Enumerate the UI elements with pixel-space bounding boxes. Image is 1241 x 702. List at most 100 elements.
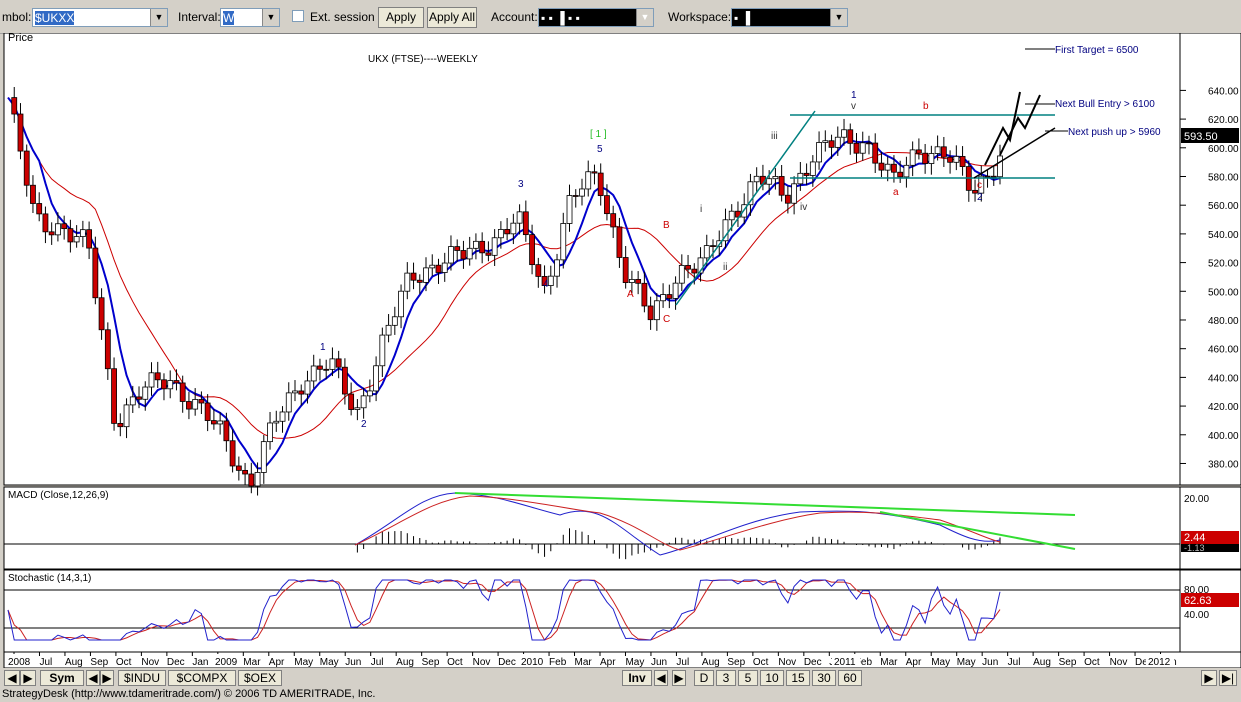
x-tick-label: Dec xyxy=(498,657,516,668)
candles xyxy=(11,87,1003,496)
candle-body xyxy=(435,264,442,273)
wave-label: 4 xyxy=(543,279,549,290)
interval-combo[interactable]: W ▼ xyxy=(220,8,280,27)
chevron-down-icon[interactable]: ▼ xyxy=(830,9,847,26)
workspace-combo[interactable]: ▪ ▐ ▼ xyxy=(731,8,848,27)
candle-body xyxy=(940,146,947,158)
period-60[interactable]: 60 xyxy=(838,670,862,686)
tab-next-icon[interactable]: ▶ xyxy=(100,670,114,686)
candle-body xyxy=(766,178,773,185)
period-5[interactable]: 5 xyxy=(738,670,758,686)
x-tick-label: Oct xyxy=(753,657,769,668)
candle-body xyxy=(909,149,916,166)
macd-axis xyxy=(1179,486,1241,570)
candle-body xyxy=(516,211,523,224)
tab-indu[interactable]: $INDU xyxy=(118,670,166,686)
x-axis-labels: Jun Jul Aug Sep Oct Nov Dec Jan Feb Mar Apr May May J… xyxy=(6,652,1177,668)
candle-body xyxy=(254,472,261,487)
period-15[interactable]: 15 xyxy=(786,670,810,686)
candle-body xyxy=(129,396,136,406)
candle-body xyxy=(267,422,273,443)
period-d[interactable]: D xyxy=(694,670,714,686)
wave-label: v xyxy=(851,101,856,112)
chart-area[interactable]: Price UKX (FTSE)----WEEKLY MACD (Close,1… xyxy=(0,33,1241,668)
candle-body xyxy=(385,324,392,336)
x-year-bg xyxy=(6,654,34,667)
bull-entry-label: Next Bull Entry > 6100 xyxy=(1055,99,1155,110)
candle-body xyxy=(653,300,660,321)
projection-path-1 xyxy=(984,91,1021,166)
chevron-down-icon[interactable]: ▼ xyxy=(262,9,279,26)
account-combo[interactable]: ▪ ▪ ▐ ▪ ▪ ▼ xyxy=(538,8,654,27)
ma-slow-line xyxy=(7,97,1001,439)
candle-body xyxy=(348,393,355,410)
stoch-value-label: 62.63 xyxy=(1184,595,1212,607)
candle-body xyxy=(111,368,117,424)
candle-body xyxy=(86,229,93,249)
x-tick-label: Apr xyxy=(906,657,922,668)
wave-label: A xyxy=(627,289,634,300)
x-tick-label: Jun xyxy=(345,657,361,668)
symbol-combo[interactable]: $UKXX ▼ xyxy=(32,8,168,27)
wave-label: [ 1 ] xyxy=(590,129,607,140)
symbol-value: $UKXX xyxy=(35,11,75,25)
period-next-icon[interactable]: ▶ xyxy=(672,670,686,686)
scroll-end-icon[interactable]: ▶| xyxy=(1219,670,1237,686)
apply-button[interactable]: Apply xyxy=(378,7,424,28)
x-year-bg xyxy=(832,654,860,667)
candle-body xyxy=(410,272,417,281)
y-tick-label: 600.00 xyxy=(1208,144,1239,155)
chevron-down-icon[interactable]: ▼ xyxy=(636,9,653,26)
y-tick-label: 560.00 xyxy=(1208,201,1239,212)
candle-body xyxy=(379,334,386,367)
candle-body xyxy=(597,172,604,197)
period-30[interactable]: 30 xyxy=(812,670,836,686)
candle-body xyxy=(697,257,704,274)
candle-body xyxy=(803,172,810,176)
macd-signal-line xyxy=(354,495,1001,551)
stoch-k-line xyxy=(7,579,1001,641)
candle-body xyxy=(591,171,598,174)
wave-label: i xyxy=(700,204,702,215)
x-tick-label: Dec xyxy=(804,657,822,668)
candle-body xyxy=(292,390,298,394)
ext-session-label: Ext. session xyxy=(310,10,375,24)
candle-body xyxy=(997,155,1003,178)
candle-body xyxy=(460,250,467,260)
candle-body xyxy=(186,401,192,410)
y-tick-label: 520.00 xyxy=(1208,259,1239,270)
channel-trendline xyxy=(675,110,816,306)
x-tick-label: Mar xyxy=(243,657,261,668)
y-tick-label: 580.00 xyxy=(1208,172,1239,183)
apply-all-button[interactable]: Apply All xyxy=(427,7,477,28)
candle-body xyxy=(323,368,330,371)
stoch-d-line xyxy=(7,579,1001,641)
period-10[interactable]: 10 xyxy=(760,670,784,686)
candle-body xyxy=(198,399,205,404)
tab-compx[interactable]: $COMPX xyxy=(168,670,236,686)
candle-body xyxy=(834,136,841,148)
chevron-down-icon[interactable]: ▼ xyxy=(150,9,167,26)
interval-label: Interval: xyxy=(178,10,221,24)
scroll-right-icon[interactable]: ▶ xyxy=(1201,670,1217,686)
x-tick-label: May xyxy=(957,657,976,668)
first-target-label: First Target = 6500 xyxy=(1055,45,1139,56)
tab-oex[interactable]: $OEX xyxy=(238,670,282,686)
x-tick-label: Jul xyxy=(1008,657,1021,668)
sym-tab[interactable]: Sym xyxy=(40,670,84,686)
ext-session-checkbox[interactable] xyxy=(292,10,304,22)
inv-tab[interactable]: Inv xyxy=(622,670,652,686)
x-tick-label: Nov xyxy=(778,657,796,668)
candle-body xyxy=(92,247,99,299)
scroll-right-button[interactable]: ▶ xyxy=(20,670,36,686)
macd-histogram xyxy=(356,528,1001,560)
period-prev-icon[interactable]: ◀ xyxy=(654,670,668,686)
scroll-left-button[interactable]: ◀ xyxy=(4,670,20,686)
period-3[interactable]: 3 xyxy=(716,670,736,686)
wave-label: b xyxy=(923,101,929,112)
candle-body xyxy=(279,411,286,422)
x-axis xyxy=(3,651,1241,668)
wave-label: B xyxy=(663,220,670,231)
tab-prev-icon[interactable]: ◀ xyxy=(86,670,100,686)
toolbar: mbol: $UKXX ▼ Interval: W ▼ Ext. session… xyxy=(0,0,1241,34)
